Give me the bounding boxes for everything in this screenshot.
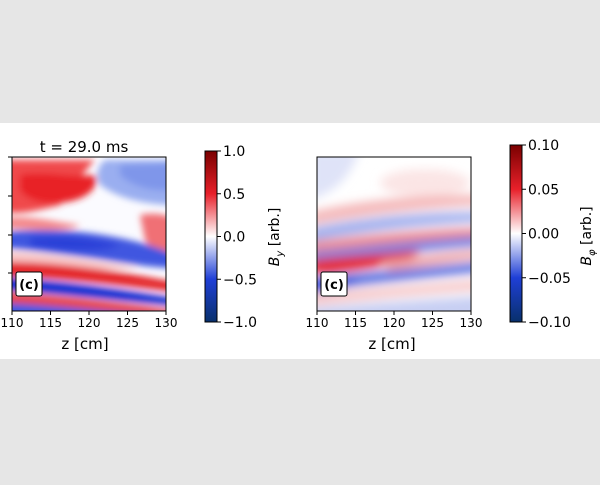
right-x-ticks: 110 115 120 125 130 [306, 311, 483, 330]
right-colorbar: 0.10 0.05 0.00 −0.05 −0.10 Bφ [arb.] [509, 138, 598, 331]
colorbar-tick-label: 0.00 [528, 227, 559, 243]
x-tick-label: 110 [306, 316, 329, 330]
colorbar-tick-label: −0.10 [528, 315, 571, 331]
x-tick-label: 110 [1, 316, 24, 330]
left-panel-label: (c) [19, 278, 39, 293]
colorbar-tick-label: 1.0 [223, 144, 245, 160]
colorbar-tick-label: 0.0 [223, 230, 245, 246]
heatmap-right-field [317, 157, 471, 311]
heatmap-left [11, 156, 167, 312]
left-colorbar-label: By [arb.] [267, 208, 286, 267]
right-colorbar-ticks: 0.10 0.05 0.00 −0.05 −0.10 [522, 138, 571, 331]
heatmap-left-field [12, 160, 166, 311]
x-tick-label: 130 [155, 316, 178, 330]
left-title: t = 29.0 ms [40, 138, 129, 156]
colorbar-tick-label: 0.10 [528, 138, 559, 154]
colorbar-tick-label: −0.5 [223, 272, 257, 288]
left-colorbar: 1.0 0.5 0.0 −0.5 −1.0 By [arb.] [204, 144, 286, 331]
left-colorbar-ticks: 1.0 0.5 0.0 −0.5 −1.0 [217, 144, 257, 331]
right-panel-label-box: (c) [320, 271, 348, 297]
x-tick-label: 120 [383, 316, 406, 330]
right-colorbar-label: Bφ [arb.] [579, 206, 598, 265]
colorbar-tick-label: 0.05 [528, 182, 559, 198]
x-tick-label: 125 [116, 316, 139, 330]
left-xlabel: z [cm] [61, 335, 108, 353]
x-tick-label: 125 [421, 316, 444, 330]
right-panel-label: (c) [324, 278, 344, 293]
left-x-ticks: 110 115 120 125 130 [1, 311, 178, 330]
left-panel-label-box: (c) [15, 271, 43, 297]
colorbar-tick-label: −1.0 [223, 315, 257, 331]
right-xlabel: z [cm] [368, 335, 415, 353]
x-tick-label: 115 [39, 316, 62, 330]
colorbar-tick-label: −0.05 [528, 271, 571, 287]
left-y-ticks [8, 156, 12, 274]
colorbar-tick-label: 0.5 [223, 187, 245, 203]
x-tick-label: 115 [344, 316, 367, 330]
x-tick-label: 130 [460, 316, 483, 330]
x-tick-label: 120 [78, 316, 101, 330]
